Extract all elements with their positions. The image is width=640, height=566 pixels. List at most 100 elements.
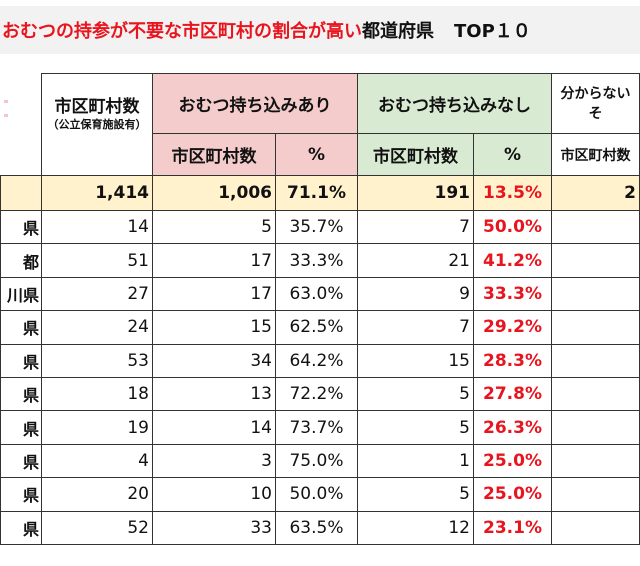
- table-row: 県 20 10 50.0% 5 25.0%: [0, 477, 640, 512]
- without-diaper-count: 5: [357, 410, 474, 445]
- subheader-without-count: 市区町村数: [357, 133, 474, 176]
- municipality-count: 18: [41, 376, 153, 412]
- with-diaper-pct: 75.0%: [275, 443, 358, 479]
- total-without-count: 191: [357, 175, 474, 211]
- table-row: 県 18 13 72.2% 5 27.8%: [0, 376, 640, 412]
- table-row: 県 4 3 75.0% 1 25.0%: [0, 443, 640, 479]
- with-diaper-count: 5: [152, 209, 276, 245]
- without-diaper-pct: 26.3%: [473, 410, 552, 445]
- prefecture-name: 県: [0, 443, 42, 479]
- table-row: 県 53 34 64.2% 15 28.3%: [0, 343, 640, 378]
- title-suffix: TOP１０: [454, 21, 531, 42]
- with-diaper-count: 17: [152, 243, 276, 278]
- total-count: 1,414: [41, 175, 153, 211]
- prefecture-name: 県: [0, 209, 42, 245]
- municipality-count: 19: [41, 410, 153, 445]
- unknown-cell: [551, 410, 640, 445]
- total-row: 1,414 1,006 71.1% 191 13.5% 2: [0, 175, 640, 211]
- without-diaper-count: 7: [357, 209, 474, 245]
- with-diaper-pct: 35.7%: [275, 209, 358, 245]
- prefecture-name: 県: [0, 310, 42, 345]
- page-title: おむつの持参が不要な市区町村の割合が高い 都道府県 TOP１０: [0, 6, 640, 54]
- without-diaper-count: 5: [357, 376, 474, 412]
- without-diaper-pct: 27.8%: [473, 376, 552, 412]
- without-diaper-pct: 23.1%: [473, 510, 552, 545]
- header-unknown: 分からないそ: [551, 73, 640, 134]
- unknown-cell: [551, 343, 640, 378]
- municipality-count: 4: [41, 443, 153, 479]
- prefecture-name: 都: [0, 243, 42, 278]
- with-diaper-pct: 50.0%: [275, 477, 358, 512]
- without-diaper-pct: 25.0%: [473, 443, 552, 479]
- without-diaper-count: 12: [357, 510, 474, 545]
- unknown-cell: [551, 310, 640, 345]
- unknown-cell: [551, 477, 640, 512]
- title-rest: 都道府県: [362, 21, 434, 42]
- total-without-pct: 13.5%: [473, 175, 552, 211]
- with-diaper-pct: 64.2%: [275, 343, 358, 378]
- total-with-count: 1,006: [152, 175, 276, 211]
- with-diaper-count: 17: [152, 276, 276, 312]
- unknown-cell: [551, 510, 640, 545]
- prefecture-name: 県: [0, 510, 42, 545]
- with-diaper-pct: 62.5%: [275, 310, 358, 345]
- without-diaper-pct: 41.2%: [473, 243, 552, 278]
- municipality-count: 52: [41, 510, 153, 545]
- with-diaper-count: 10: [152, 477, 276, 512]
- table-row: 県 52 33 63.5% 12 23.1%: [0, 510, 640, 545]
- total-unknown-count: 2: [551, 175, 640, 211]
- without-diaper-count: 15: [357, 343, 474, 378]
- with-diaper-pct: 63.5%: [275, 510, 358, 545]
- with-diaper-count: 34: [152, 343, 276, 378]
- without-diaper-pct: 33.3%: [473, 276, 552, 312]
- total-label: [0, 175, 42, 211]
- table-row: 川県 27 17 63.0% 9 33.3%: [0, 276, 640, 312]
- unknown-cell: [551, 209, 640, 245]
- with-diaper-count: 14: [152, 410, 276, 445]
- unknown-cell: [551, 443, 640, 479]
- without-diaper-count: 5: [357, 477, 474, 512]
- without-diaper-count: 7: [357, 310, 474, 345]
- corner-cell: [0, 73, 42, 176]
- municipality-count: 20: [41, 477, 153, 512]
- with-diaper-pct: 73.7%: [275, 410, 358, 445]
- total-with-pct: 71.1%: [275, 175, 358, 211]
- subheader-without-pct: %: [473, 133, 552, 176]
- municipality-count: 27: [41, 276, 153, 312]
- with-diaper-pct: 33.3%: [275, 243, 358, 278]
- subheader-unknown-count: 市区町村数: [551, 133, 640, 176]
- municipality-count: 53: [41, 343, 153, 378]
- without-diaper-pct: 28.3%: [473, 343, 552, 378]
- title-highlight: おむつの持参が不要な市区町村の割合が高い: [2, 21, 362, 42]
- header-without-diaper: おむつ持ち込みなし: [357, 73, 552, 134]
- without-diaper-count: 21: [357, 243, 474, 278]
- data-table: 市区町村数 （公立保育施設有） おむつ持ち込みあり おむつ持ち込みなし 分からない…: [0, 73, 640, 545]
- table-row: 県 19 14 73.7% 5 26.3%: [0, 410, 640, 445]
- municipality-count: 51: [41, 243, 153, 278]
- without-diaper-pct: 25.0%: [473, 477, 552, 512]
- prefecture-name: 県: [0, 477, 42, 512]
- without-diaper-count: 1: [357, 443, 474, 479]
- prefecture-name: 県: [0, 376, 42, 412]
- table-row: 都 51 17 33.3% 21 41.2%: [0, 243, 640, 278]
- prefecture-name: 県: [0, 343, 42, 378]
- municipality-count: 24: [41, 310, 153, 345]
- municipality-count: 14: [41, 209, 153, 245]
- unknown-cell: [551, 276, 640, 312]
- subheader-with-count: 市区町村数: [152, 133, 276, 176]
- without-diaper-count: 9: [357, 276, 474, 312]
- without-diaper-pct: 50.0%: [473, 209, 552, 245]
- with-diaper-pct: 63.0%: [275, 276, 358, 312]
- with-diaper-count: 3: [152, 443, 276, 479]
- table-row: 県 24 15 62.5% 7 29.2%: [0, 310, 640, 345]
- unknown-cell: [551, 243, 640, 278]
- with-diaper-pct: 72.2%: [275, 376, 358, 412]
- table-row: 県 14 5 35.7% 7 50.0%: [0, 209, 640, 245]
- header-with-diaper: おむつ持ち込みあり: [152, 73, 358, 134]
- subheader-with-pct: %: [275, 133, 358, 176]
- with-diaper-count: 33: [152, 510, 276, 545]
- prefecture-name: 川県: [0, 276, 42, 312]
- with-diaper-count: 13: [152, 376, 276, 412]
- unknown-cell: [551, 376, 640, 412]
- prefecture-name: 県: [0, 410, 42, 445]
